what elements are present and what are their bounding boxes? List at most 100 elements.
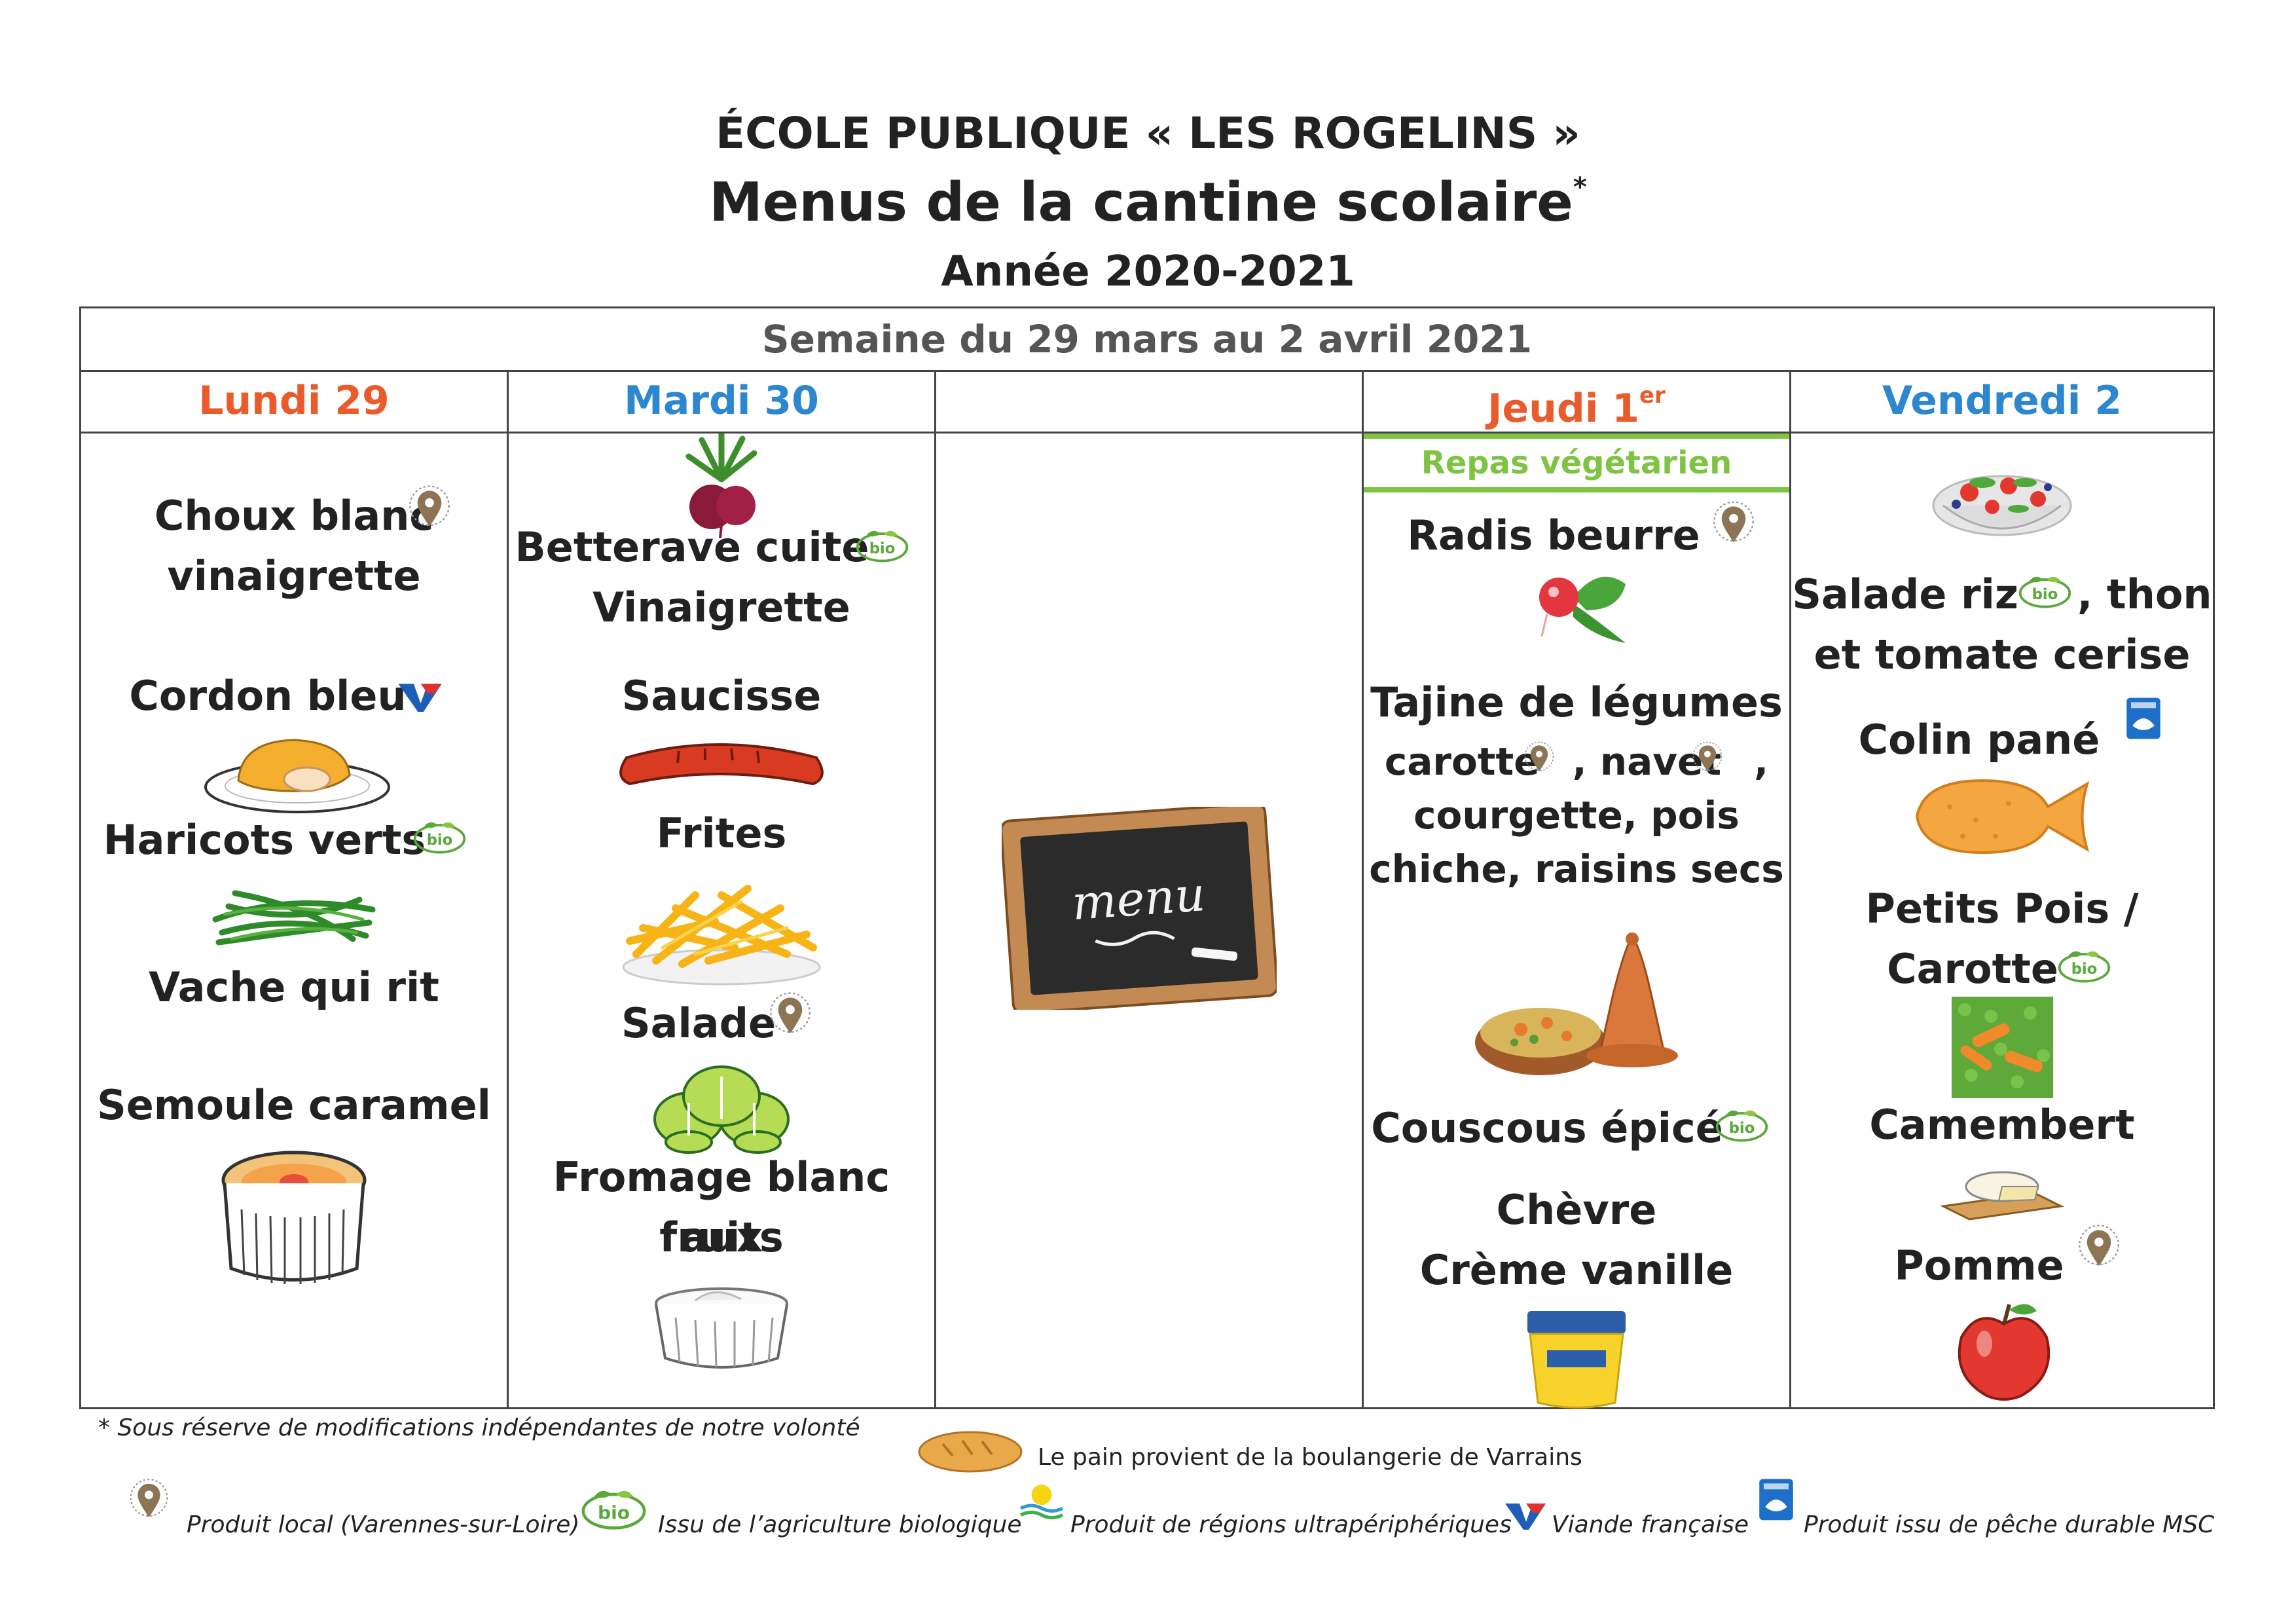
local-pin-icon [407, 483, 452, 536]
local-pin-icon [767, 990, 813, 1043]
legend-local: Produit local (Varennes-sur-Loire) [187, 1511, 580, 1538]
dish-text: Salade riz [1792, 570, 2018, 618]
tajine-image [1475, 932, 1678, 1075]
week-title: Semaine du 29 mars au 2 avril 2021 [81, 308, 2213, 372]
peas-carrots-image [1952, 997, 2053, 1098]
dish-tajine-4: chiche, raisins secs [1369, 847, 1784, 891]
day-header-row: Lundi 29 Mardi 30 Jeudi 1er Vendredi 2 [81, 370, 2213, 434]
day-tuesday: Mardi 30 [624, 378, 819, 424]
local-pin-icon [1691, 740, 1724, 778]
dish-petits-pois: Petits Pois / [1865, 885, 2139, 932]
dish-text: Cordon bleu [129, 672, 407, 720]
dish-text: , navet [1572, 739, 1722, 784]
dish-creme: Crème vanille [1419, 1246, 1734, 1294]
dish-tajine-2: carotte , navet, [1364, 735, 1789, 788]
viande-francaise-icon [1503, 1500, 1548, 1532]
bio-leaf-icon [2056, 946, 2112, 985]
day-thursday: Jeudi 1er [1364, 370, 1789, 432]
apple-image [1958, 1304, 2050, 1401]
column-monday: Choux blanc vinaigrette Cordon bleu Hari… [81, 434, 507, 1409]
column-divider [507, 370, 509, 1409]
day-thursday-label: Jeudi 1 [1487, 386, 1640, 432]
fromage-blanc-image [655, 1287, 788, 1369]
menu-table: Semaine du 29 mars au 2 avril 2021 Lundi… [79, 306, 2215, 1409]
dish-text: Radis beurre [1407, 511, 1700, 559]
dish-vache: Vache qui rit [149, 963, 439, 1011]
dish-saucisse: Saucisse [621, 672, 822, 720]
dish-text: Salade [621, 999, 776, 1047]
dish-betterave-2: Vinaigrette [592, 583, 850, 631]
column-tuesday: Betterave cuite Vinaigrette Saucisse Fri… [509, 434, 934, 1409]
dish-text: , [1754, 739, 1769, 784]
bread-icon [918, 1431, 1023, 1473]
msc-fish-icon [1758, 1477, 1795, 1522]
fries-image [622, 885, 821, 986]
column-divider [1789, 370, 1791, 1409]
dish-salade: Salade [509, 993, 934, 1054]
column-friday: Salade riz , thon et tomate cerise Colin … [1791, 434, 2213, 1409]
dish-choux-2: vinaigrette [167, 552, 421, 600]
dish-petits-pois-2: Carotte [1791, 939, 2213, 999]
camembert-image [1940, 1171, 2064, 1221]
dish-text: carotte [1384, 739, 1540, 784]
dish-text: Colin pané [1858, 716, 2100, 764]
dish-salade-riz-2: et tomate cerise [1813, 631, 2191, 678]
local-pin-icon [1711, 499, 1757, 551]
dish-fromage: Fromage blanc aux [553, 1153, 890, 1261]
dish-text: Haricots verts [103, 816, 426, 864]
day-thursday-sup: er [1639, 382, 1666, 409]
rice-salad-image [1932, 475, 2072, 536]
local-pin-icon [1523, 740, 1556, 778]
dish-tajine: Tajine de légumes [1370, 678, 1783, 726]
legend-vf: Viande française [1552, 1511, 1749, 1538]
viande-francaise-icon [395, 679, 445, 715]
dish-text: Carotte [1887, 945, 2058, 993]
day-friday: Vendredi 2 [1882, 378, 2122, 424]
dish-text: , thon [2077, 570, 2212, 618]
column-thursday: Repas végétarien Radis beurre Tajine de … [1364, 434, 1789, 1409]
dish-cordon: Cordon bleu [81, 666, 507, 726]
dish-fromage-2: fruits [659, 1213, 784, 1261]
dish-text: Choux blanc [154, 492, 434, 540]
dish-text: Pomme [1894, 1242, 2064, 1289]
legend-rup: Produit de régions ultrapériphériques [1070, 1511, 1512, 1538]
local-pin-icon [128, 1477, 170, 1526]
dish-choux: Choux blanc [81, 486, 507, 546]
page-title: Menus de la cantine scolaire* [0, 172, 2296, 234]
column-divider [934, 370, 936, 1409]
dish-chevre: Chèvre [1496, 1186, 1657, 1234]
footnote-reserve: * Sous réserve de modifications indépend… [98, 1414, 860, 1441]
sun-waves-icon [1018, 1481, 1065, 1522]
legend-msc: Produit issu de pêche durable MSC [1804, 1511, 2215, 1538]
cordon-bleu-image [204, 739, 390, 813]
vegetarian-banner: Repas végétarien [1364, 434, 1789, 492]
dish-colin: Colin pané [1791, 710, 2213, 770]
column-divider [1362, 370, 1364, 1409]
bio-leaf-icon [854, 525, 910, 564]
dish-couscous: Couscous épicé [1364, 1098, 1789, 1158]
dish-betterave: Betterave cuite [509, 517, 934, 578]
bread-note: Le pain provient de la boulangerie de Va… [1038, 1444, 1582, 1471]
radish-image [1539, 576, 1626, 643]
legend-bio: Issu de l’agriculture biologique [658, 1511, 1022, 1538]
dish-tajine-3: courgette, pois [1413, 793, 1740, 838]
bio-leaf-icon [1714, 1105, 1770, 1144]
dish-salade-riz: Salade riz , thon [1791, 564, 2213, 625]
title-asterisk: * [1573, 172, 1587, 202]
breaded-fish-image [1915, 779, 2090, 855]
dish-haricots: Haricots verts [81, 810, 507, 870]
dish-text: Betterave cuite [515, 523, 869, 571]
dish-semoule: Semoule caramel [97, 1081, 491, 1129]
creme-vanille-image [1527, 1311, 1626, 1409]
title-text: Menus de la cantine scolaire [709, 172, 1573, 234]
chalkboard-text: menu [1070, 866, 1207, 931]
green-beans-image [212, 890, 376, 946]
dish-camembert: Camembert [1869, 1101, 2135, 1149]
bio-leaf-icon [412, 817, 467, 856]
dish-text: Couscous épicé [1371, 1104, 1723, 1152]
dish-radis: Radis beurre [1364, 506, 1789, 566]
day-monday: Lundi 29 [198, 378, 390, 424]
dish-frites: Frites [656, 809, 787, 857]
chalkboard-image: menu [1002, 807, 1277, 1010]
msc-fish-icon [2125, 695, 2162, 741]
